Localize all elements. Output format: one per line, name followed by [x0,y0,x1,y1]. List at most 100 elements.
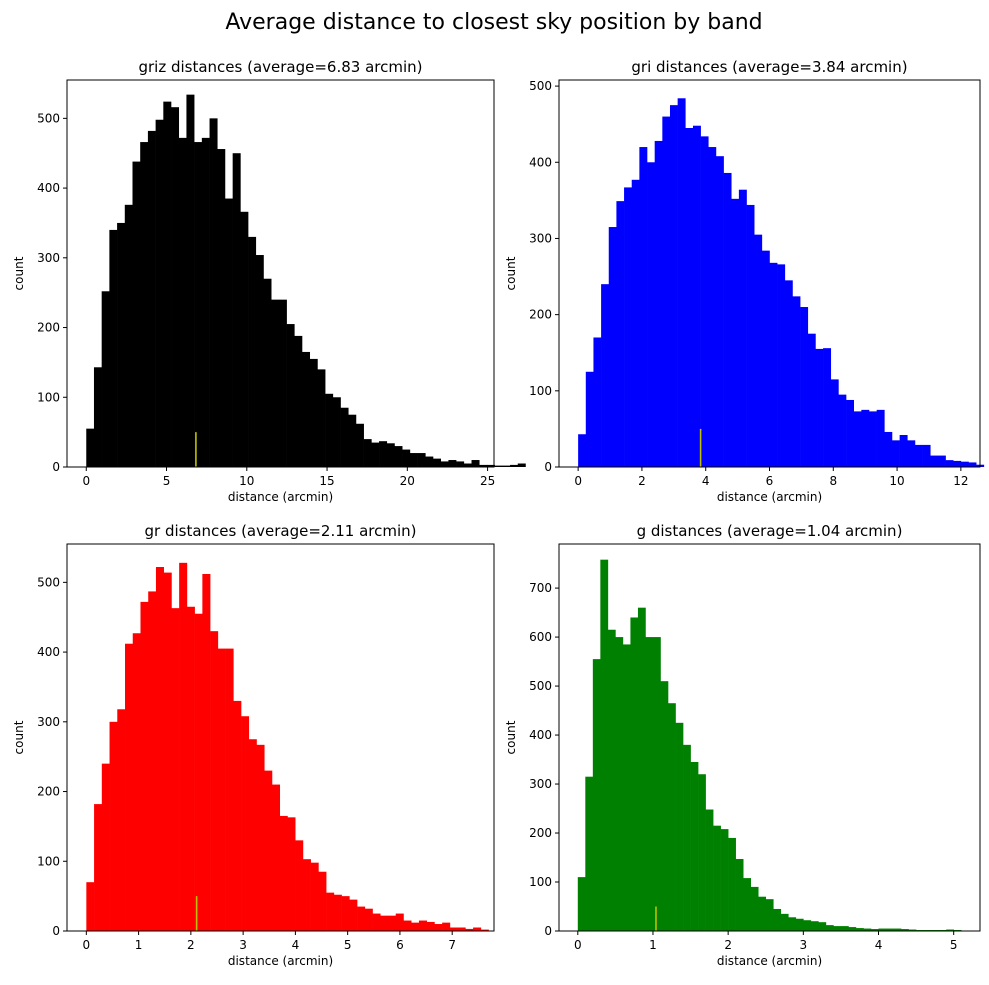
y-tick-label: 500 [37,111,60,125]
histogram-bar [241,716,250,931]
histogram-bar [232,153,241,467]
histogram-bar [908,929,917,931]
histogram-bar [426,921,435,931]
histogram-bar [743,878,752,931]
y-axis-label: count [12,256,26,290]
x-tick-label: 4 [292,938,300,952]
x-tick-label: 5 [163,474,171,488]
histogram-bar [278,299,287,467]
x-tick-label: 8 [829,474,837,488]
histogram-bar [465,928,474,931]
histogram-bar [765,899,774,931]
histogram-bar [147,130,156,467]
x-tick-label: 25 [480,474,495,488]
histogram-bar [698,774,706,931]
histogram-bar [795,918,804,931]
x-tick-label: 0 [82,474,90,488]
chart-title: griz distances (average=6.83 arcmin) [138,58,422,76]
x-tick-label: 12 [953,474,968,488]
y-tick-label: 100 [529,875,552,889]
histogram-bar [823,348,832,467]
histogram-bar [411,922,420,931]
histogram-bar [708,147,717,467]
histogram-bar [720,829,729,931]
histogram-bar [731,198,740,467]
histogram-bar [825,925,834,931]
x-tick-label: 1 [649,938,657,952]
y-axis-label: count [504,720,518,754]
histogram-bar [486,464,495,467]
histogram-bar [179,562,188,931]
histogram-bar [585,776,594,931]
histogram-bar [848,927,857,931]
histogram-bar [101,763,110,931]
histogram-bar [341,896,350,931]
histogram-panel: 0 1 2 3 4 5 0 100 200 300 400 500 600 700 g distances … [504,522,981,968]
histogram-bar [685,127,694,468]
histogram-bar [769,262,778,467]
histogram-bar [863,928,872,931]
histogram-bar [585,371,594,467]
x-axis-label: distance (arcmin) [228,954,333,968]
histogram-bar [937,455,946,467]
histogram-bar [761,250,770,467]
histogram-bar [386,443,395,467]
histogram-bar [517,463,526,467]
histogram-bar [891,440,900,467]
histogram-bar [117,222,126,467]
histogram-bar [608,227,617,467]
histogram-bar [202,573,211,931]
histogram-bar [155,119,164,468]
histogram-bar [968,462,977,467]
histogram-bar [662,116,671,468]
y-tick-label: 0 [544,460,552,474]
histogram-panel: 0 1 2 3 4 5 6 7 0 100 200 300 400 500 gr distances (av… [12,522,495,968]
x-tick-label: 10 [239,474,254,488]
x-axis-label: distance (arcmin) [717,490,822,504]
histogram-bar [502,465,511,467]
histogram-bar [818,922,827,931]
histogram-bar [773,908,782,931]
histogram-bar [326,892,335,931]
histogram-bar [317,369,326,467]
histogram-bar [340,407,349,467]
chart-title: g distances (average=1.04 arcmin) [637,522,903,540]
histogram-bar [473,927,482,931]
x-tick-label: 20 [400,474,415,488]
y-tick-label: 300 [37,251,60,265]
y-tick-label: 200 [37,785,60,799]
histogram-bar [295,840,304,931]
x-tick-label: 3 [800,938,808,952]
histogram-bar [788,917,797,931]
histogram-bar [348,414,357,467]
histogram-bar [738,189,747,467]
histogram-bar [349,899,358,931]
histogram-bar [616,201,625,467]
histogram-bar [855,928,864,931]
histogram-bar [186,606,195,931]
histogram-bar [946,929,954,931]
histogram-bar [677,98,686,468]
histogram-bar [861,409,870,467]
figure-title: Average distance to closest sky position… [225,10,762,35]
histogram-bar [893,928,902,931]
histogram-bar [140,601,149,931]
histogram-bar [194,142,203,468]
y-tick-label: 700 [529,581,552,595]
histogram-bar [363,439,372,467]
histogram-bar [922,444,931,467]
histogram-panel: 0 5 10 15 20 25 0 100 200 300 400 500 griz distances… [12,58,526,504]
histogram-bar [442,922,451,931]
histogram-bar [630,617,639,931]
y-tick-label: 0 [544,924,552,938]
histogram-bar [800,307,809,467]
axes-frame [66,543,495,932]
histogram-bar [479,464,488,467]
histogram-bar [332,397,341,467]
chart-title: gr distances (average=2.11 arcmin) [144,522,416,540]
y-tick-label: 0 [52,924,60,938]
histogram-bar [148,591,157,931]
histogram-bar [647,162,655,468]
histogram-bar [109,721,118,931]
histogram-bar [480,929,489,931]
